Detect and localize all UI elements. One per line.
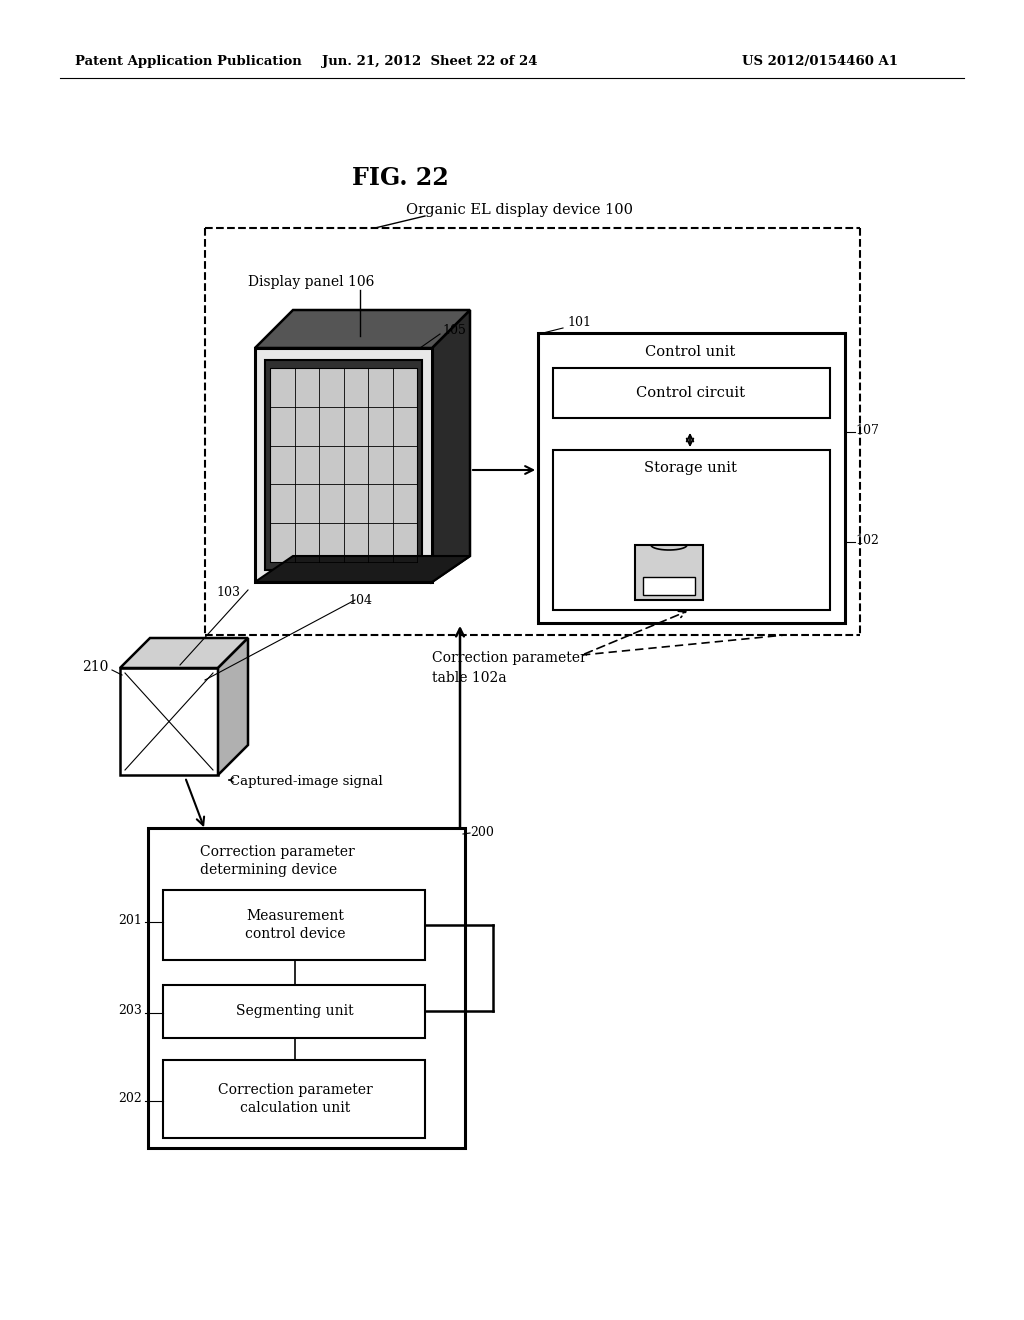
Text: US 2012/0154460 A1: US 2012/0154460 A1 <box>742 55 898 69</box>
Text: 203: 203 <box>118 1005 142 1018</box>
Bar <box>148 828 465 1148</box>
Text: 103: 103 <box>216 586 240 598</box>
Text: Measurement
control device: Measurement control device <box>245 908 345 941</box>
Polygon shape <box>120 668 218 775</box>
Text: 210: 210 <box>82 660 108 675</box>
Text: Patent Application Publication: Patent Application Publication <box>75 55 302 69</box>
Bar <box>163 1060 425 1138</box>
Text: 101: 101 <box>567 317 591 330</box>
Text: 102: 102 <box>855 533 879 546</box>
Text: 105: 105 <box>442 323 466 337</box>
Polygon shape <box>120 638 248 668</box>
Text: 104: 104 <box>348 594 372 606</box>
Bar <box>553 450 830 610</box>
Text: Organic EL display device 100: Organic EL display device 100 <box>407 203 634 216</box>
Bar <box>635 545 703 601</box>
Polygon shape <box>255 348 432 582</box>
Text: Storage unit: Storage unit <box>643 461 736 475</box>
Text: 200: 200 <box>470 825 494 838</box>
Text: 107: 107 <box>855 424 879 437</box>
Polygon shape <box>218 638 248 775</box>
Polygon shape <box>270 368 417 562</box>
Text: Jun. 21, 2012  Sheet 22 of 24: Jun. 21, 2012 Sheet 22 of 24 <box>323 55 538 69</box>
Text: Control unit: Control unit <box>645 345 735 359</box>
Text: Correction parameter
table 102a: Correction parameter table 102a <box>432 651 587 685</box>
Polygon shape <box>265 360 422 570</box>
Text: Correction parameter
determining device: Correction parameter determining device <box>200 845 354 878</box>
Polygon shape <box>432 310 470 582</box>
Polygon shape <box>255 310 470 348</box>
Text: Control circuit: Control circuit <box>636 385 744 400</box>
Text: Captured-image signal: Captured-image signal <box>230 776 383 788</box>
Polygon shape <box>255 556 470 582</box>
Bar <box>538 333 845 623</box>
Bar <box>163 890 425 960</box>
Text: 201: 201 <box>118 913 142 927</box>
Text: Display panel 106: Display panel 106 <box>248 275 375 289</box>
Bar <box>643 577 695 595</box>
Text: 202: 202 <box>118 1093 142 1106</box>
Text: FIG. 22: FIG. 22 <box>351 166 449 190</box>
Bar <box>163 985 425 1038</box>
Text: Segmenting unit: Segmenting unit <box>237 1005 354 1018</box>
Text: Correction parameter
calculation unit: Correction parameter calculation unit <box>218 1082 373 1115</box>
Bar <box>553 368 830 418</box>
